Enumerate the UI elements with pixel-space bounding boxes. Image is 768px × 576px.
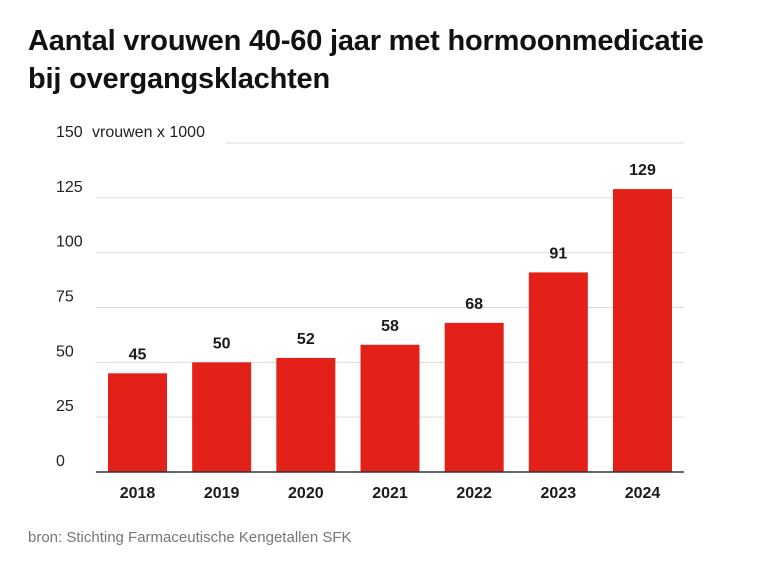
x-tick-label: 2018: [120, 485, 156, 502]
data-label: 91: [549, 245, 567, 262]
y-tick-label: 150: [56, 124, 83, 141]
x-tick-label: 2019: [204, 485, 240, 502]
x-tick-label: 2020: [288, 485, 324, 502]
bars: [108, 189, 672, 472]
bar: [192, 362, 252, 472]
data-label: 45: [129, 346, 147, 363]
bar: [108, 373, 167, 472]
bar: [528, 272, 588, 472]
x-tick-label: 2023: [541, 485, 577, 502]
y-tick-label: 100: [56, 234, 83, 251]
y-tick-label: 0: [56, 453, 65, 470]
source-note: bron: Stichting Farmaceutische Kengetall…: [28, 529, 352, 546]
y-tick-label: 75: [56, 289, 74, 306]
x-tick-label: 2021: [372, 485, 408, 502]
bar: [613, 189, 672, 472]
data-label: 68: [465, 296, 483, 313]
y-tick-label: 25: [56, 398, 74, 415]
data-label: 58: [381, 318, 399, 335]
x-axis-ticks: 2018 2019 2020 2021 2022 2023 2024: [120, 485, 661, 502]
data-label: 52: [297, 331, 315, 348]
bar: [360, 344, 420, 472]
bar: [276, 357, 336, 472]
x-tick-label: 2024: [625, 485, 661, 502]
data-label: 129: [629, 162, 656, 179]
data-label: 50: [213, 335, 231, 352]
chart-title: Aantal vrouwen 40-60 jaar met hormoonmed…: [28, 25, 704, 95]
data-labels: 45 50 52 58 68 91 129: [129, 162, 656, 363]
y-tick-label: 50: [56, 343, 74, 360]
x-tick-label: 2022: [456, 485, 492, 502]
y-axis-ticks: 0 25 50 75 100 125 150: [56, 124, 83, 470]
y-axis-unit-label: vrouwen x 1000: [92, 124, 205, 141]
bar: [444, 322, 504, 472]
y-tick-label: 125: [56, 179, 83, 196]
